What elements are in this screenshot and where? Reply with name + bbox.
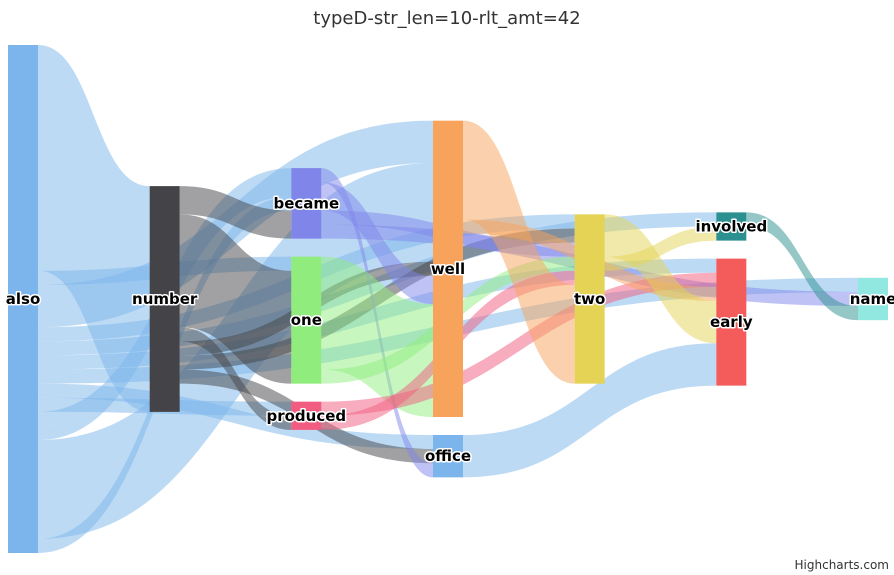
sankey-node-label-two: two: [574, 290, 605, 308]
sankey-node-produced[interactable]: [291, 401, 322, 430]
sankey-link-number-became[interactable]: [179, 186, 292, 239]
sankey-link-involved-name[interactable]: [746, 212, 858, 321]
sankey-node-label-number: number: [132, 290, 198, 308]
sankey-node-two[interactable]: [574, 214, 605, 384]
sankey-link-two-early[interactable]: [604, 214, 717, 344]
sankey-nodes: [8, 45, 888, 553]
sankey-link-two-involved[interactable]: [604, 226, 717, 271]
chart-credits[interactable]: Highcharts.com: [795, 558, 889, 572]
sankey-link-office-early[interactable]: [463, 343, 717, 478]
sankey-node-labels: also number became one produced well two involv…: [4, 193, 894, 467]
sankey-node-label-became: became: [273, 194, 339, 212]
sankey-node-label-early: early: [710, 313, 753, 331]
sankey-node-label-office: office: [425, 447, 471, 465]
sankey-node-involved[interactable]: [716, 212, 747, 241]
sankey-node-name[interactable]: [858, 277, 888, 321]
sankey-link-produced-early[interactable]: [321, 272, 717, 416]
sankey-link-one-well[interactable]: [321, 256, 433, 417]
sankey-link-well-two[interactable]: [463, 120, 575, 384]
sankey-node-number[interactable]: [149, 186, 180, 412]
sankey-link-number-one[interactable]: [179, 214, 292, 384]
sankey-node-label-well: well: [431, 260, 465, 278]
sankey-node-one[interactable]: [291, 256, 322, 384]
sankey-node-label-involved: involved: [695, 218, 767, 236]
sankey-node-office[interactable]: [433, 435, 463, 478]
sankey-node-early[interactable]: [716, 258, 747, 386]
sankey-link-also-number[interactable]: [38, 45, 150, 412]
sankey-node-label-name: name: [850, 290, 894, 308]
sankey-node-label-one: one: [291, 311, 322, 329]
chart-title: typeD-str_len=10-rlt_amt=42: [313, 8, 580, 29]
sankey-node-also[interactable]: [8, 45, 38, 553]
sankey-node-label-also: also: [6, 290, 41, 308]
sankey-node-label-produced: produced: [266, 407, 346, 425]
sankey-node-became[interactable]: [291, 168, 322, 239]
sankey-node-well[interactable]: [433, 120, 463, 418]
